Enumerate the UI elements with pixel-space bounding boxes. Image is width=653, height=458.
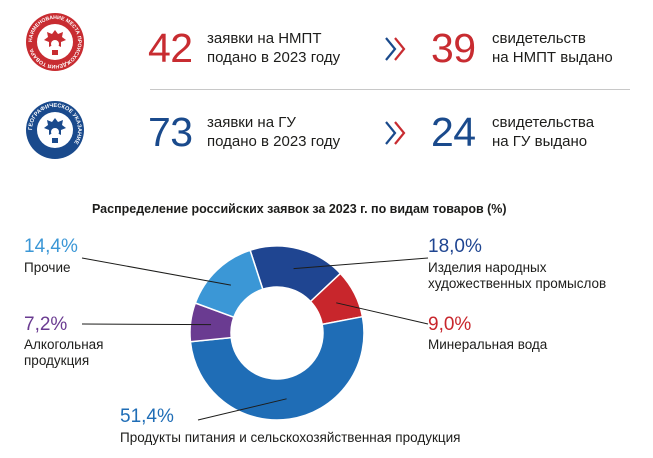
- gu-certificates-text: свидетельства на ГУ выдано: [492, 114, 595, 150]
- gu-emblem-icon: ГЕОГРАФИЧЕСКОЕ УКАЗАНИЕ: [26, 101, 84, 159]
- slice-value-label: 18,0%: [428, 236, 482, 257]
- leader-line: [81, 257, 231, 286]
- nmpt-certificates-value: 39: [431, 25, 476, 71]
- slice-value-label: 9,0%: [428, 314, 472, 335]
- slice-value-label: 14,4%: [24, 236, 78, 257]
- slice-value-label: 7,2%: [24, 314, 68, 335]
- leader-line: [81, 323, 212, 326]
- double-chevron-right-icon: [385, 37, 406, 61]
- double-chevron-right-icon: [385, 121, 406, 145]
- slice-category-label: Алкогольная продукция: [24, 337, 104, 368]
- gu-certificates-value: 24: [431, 109, 476, 155]
- chart-title: Распределение российских заявок за 2023 …: [92, 202, 507, 216]
- slice-category-label: Изделия народных художественных промысло…: [428, 260, 607, 291]
- leader-line: [336, 302, 429, 325]
- gu-applications-value: 73: [148, 109, 193, 155]
- leader-line: [197, 398, 287, 421]
- donut-slice: [194, 249, 264, 319]
- stats-row-gu: ГЕОГРАФИЧЕСКОЕ УКАЗАНИЕ 73 заявки на ГУ …: [0, 90, 653, 176]
- divider: [150, 89, 630, 90]
- nmpt-applications-value: 42: [148, 25, 193, 71]
- slice-value-label: 51,4%: [120, 406, 174, 427]
- slice-category-label: Продукты питания и сельскохозяйственная …: [120, 430, 461, 445]
- donut-slice: [189, 315, 365, 421]
- slice-category-label: Прочие: [24, 260, 71, 275]
- gu-applications-text: заявки на ГУ подано в 2023 году: [207, 114, 341, 150]
- slice-category-label: Минеральная вода: [428, 337, 548, 352]
- leader-line: [293, 257, 429, 270]
- nmpt-applications-text: заявки на НМПТ подано в 2023 году: [207, 30, 341, 66]
- nmpt-emblem-icon: НАИМЕНОВАНИЕ МЕСТА ПРОИСХОЖДЕНИЯ ТОВАРА: [26, 13, 84, 71]
- stats-row-nmpt: НАИМЕНОВАНИЕ МЕСТА ПРОИСХОЖДЕНИЯ ТОВАРА …: [0, 0, 653, 86]
- nmpt-certificates-text: свидетельств на НМПТ выдано: [492, 30, 613, 66]
